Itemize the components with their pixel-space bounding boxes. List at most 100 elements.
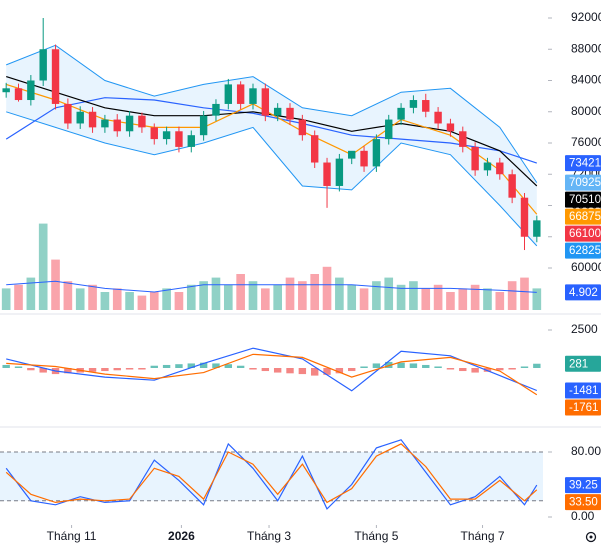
y-tick-label: 2500	[571, 322, 598, 336]
candle-body	[224, 84, 233, 104]
candle-body	[360, 150, 368, 167]
histogram-bar	[397, 362, 405, 368]
histogram-bar	[508, 368, 516, 370]
candle-body	[175, 131, 183, 147]
candle-body	[409, 100, 418, 108]
volume-bar	[162, 288, 171, 310]
volume-bar	[112, 288, 122, 310]
price-label-box	[565, 242, 601, 259]
volume-bar	[359, 288, 369, 310]
histogram-bar	[372, 363, 381, 368]
histogram-bar	[459, 368, 467, 372]
price-label-box	[565, 191, 601, 208]
band-fill	[6, 45, 537, 246]
price-label-box	[565, 225, 601, 242]
price-label-box	[565, 494, 601, 511]
volume-bar	[433, 284, 443, 310]
volume-bar	[88, 284, 97, 310]
volume-bar	[199, 281, 208, 310]
candle-body	[471, 146, 479, 171]
volume-bar	[421, 288, 431, 310]
candle-body	[335, 158, 344, 186]
candle-body	[397, 107, 405, 120]
histogram-bar	[236, 365, 245, 368]
volume-bar	[322, 266, 332, 310]
settings-icon[interactable]	[585, 531, 597, 543]
candle-body	[459, 131, 467, 147]
candle-body	[76, 111, 84, 124]
volume-bar	[14, 284, 23, 310]
price-label: 70510	[569, 194, 601, 206]
candle-body	[113, 119, 121, 132]
histogram-bar	[88, 368, 97, 372]
histogram-bar	[101, 368, 109, 372]
volume-bar	[372, 281, 381, 310]
histogram-bar	[138, 368, 146, 370]
candle-body	[310, 135, 319, 163]
histogram-bar	[533, 363, 541, 368]
histogram-bar	[520, 366, 529, 368]
histogram-bar	[113, 368, 121, 371]
volume-bar	[261, 288, 270, 310]
candle-body	[88, 111, 97, 128]
volume-bar	[470, 284, 480, 310]
candle-body	[348, 150, 356, 159]
volume-bar	[458, 288, 468, 310]
volume-bar	[298, 281, 307, 310]
volume-bar	[149, 292, 159, 310]
histogram-bar	[298, 368, 307, 375]
histogram-bar	[125, 368, 134, 370]
histogram-bar	[14, 366, 23, 368]
y-tick-label: 92000	[571, 10, 601, 24]
histogram-bar	[249, 368, 257, 370]
price-label: -1481	[569, 385, 598, 397]
price-label: 281	[569, 358, 588, 370]
histogram-bar	[323, 368, 331, 375]
histogram-bar	[224, 364, 233, 368]
indicator-line	[6, 353, 538, 396]
histogram-bar	[212, 363, 220, 368]
volume-bar	[137, 295, 147, 310]
y-tick-label: 84000	[571, 73, 601, 87]
x-tick-label: Tháng 3	[247, 529, 291, 543]
volume-bar	[38, 223, 48, 310]
candle-body	[520, 197, 529, 237]
y-tick-label: 80000	[571, 104, 601, 118]
volume-bar	[51, 259, 60, 310]
price-label-box	[565, 355, 601, 372]
candle-body	[273, 107, 282, 116]
candle-body	[39, 49, 47, 81]
axis-area: 9200088000840008000076000720006800064000…	[47, 10, 601, 543]
candle-body	[496, 162, 504, 175]
volume-bar	[211, 277, 221, 310]
candle-body	[508, 174, 516, 198]
price-label-box	[565, 382, 601, 399]
histogram-bar	[150, 365, 158, 368]
histogram-bar	[199, 362, 208, 368]
candle-body	[298, 119, 307, 136]
histogram-bar	[175, 364, 183, 368]
candle-body	[14, 88, 23, 101]
histogram-bar	[261, 368, 270, 372]
candle-body	[187, 135, 195, 147]
volume-bar	[347, 284, 357, 310]
candle-body	[101, 119, 109, 128]
candle-body	[249, 88, 257, 104]
y-tick-label: 60000	[571, 260, 601, 274]
histogram-bar	[446, 368, 455, 370]
candle-body	[51, 49, 60, 104]
candle-body	[138, 115, 146, 128]
y-tick-label: 88000	[571, 41, 601, 55]
histogram-bar	[385, 361, 393, 368]
histogram-bar	[39, 368, 47, 373]
candle-body	[385, 119, 393, 140]
volume-bar	[310, 274, 320, 310]
price-label-box	[565, 208, 601, 225]
price-label: 66875	[569, 211, 601, 223]
histogram-bar	[335, 368, 344, 374]
price-label: 73421	[569, 158, 601, 170]
histogram-bar	[273, 368, 282, 373]
volume-bar	[186, 284, 196, 310]
